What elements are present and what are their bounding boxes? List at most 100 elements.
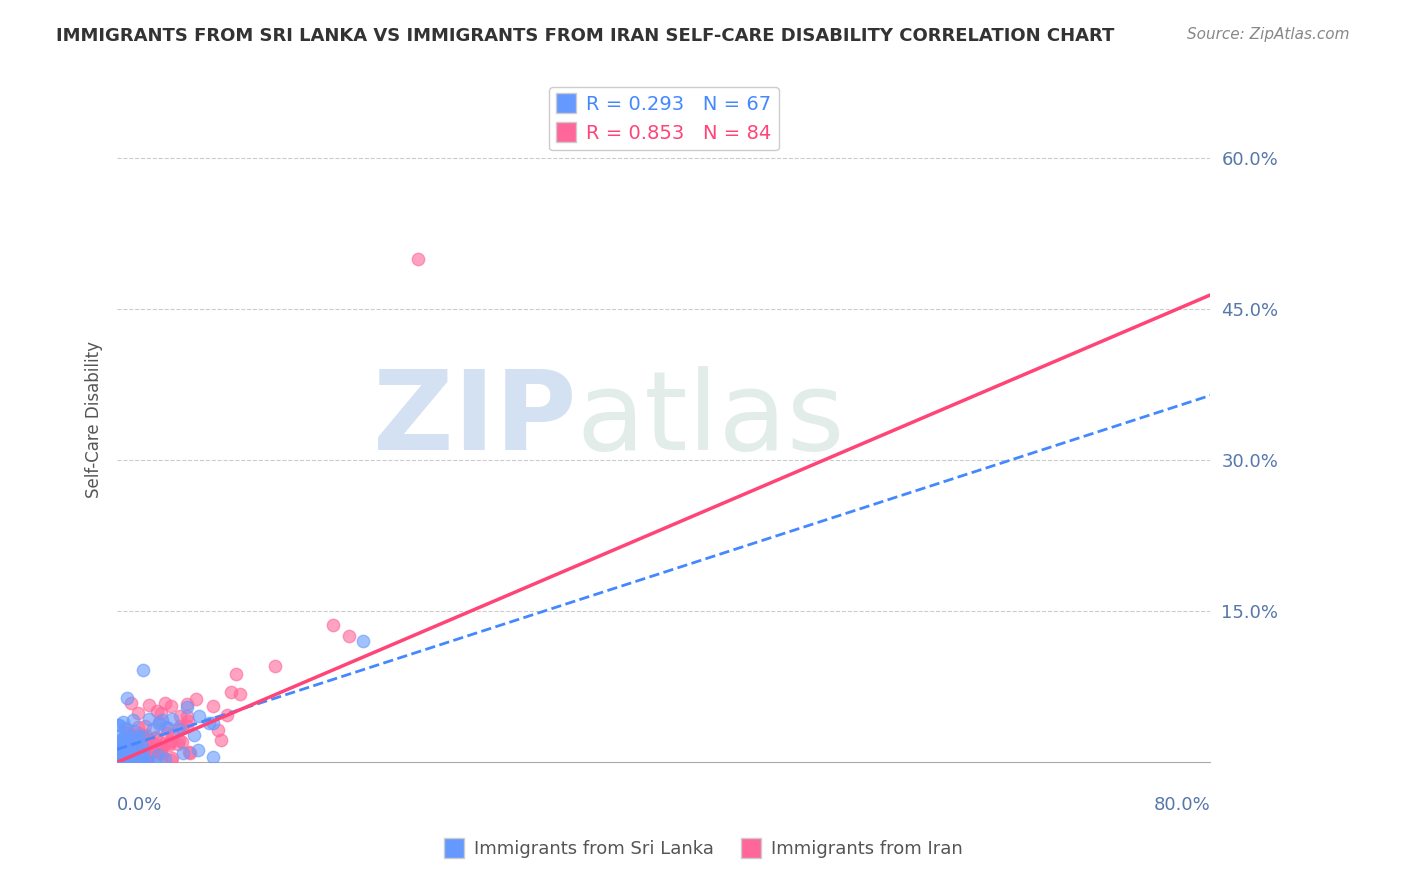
Point: [125, 742, 148, 756]
Point: [228, 686, 250, 700]
Point: [406, 252, 429, 266]
Point: [142, 735, 165, 749]
Point: [337, 629, 360, 643]
Point: [160, 750, 183, 764]
Point: [150, 748, 173, 763]
Point: [125, 747, 148, 761]
Point: [176, 697, 198, 711]
Point: [120, 696, 142, 710]
Point: [110, 750, 132, 764]
Point: [108, 747, 131, 761]
Point: [132, 745, 155, 759]
Point: [160, 712, 183, 726]
Point: [188, 709, 211, 723]
Point: [160, 734, 183, 748]
Point: [131, 729, 153, 743]
Point: [135, 754, 157, 768]
Point: [117, 733, 139, 747]
Point: [159, 698, 181, 713]
Point: [127, 706, 149, 720]
Point: [134, 719, 156, 733]
Point: [157, 738, 180, 752]
Point: [136, 755, 159, 769]
Point: [111, 755, 134, 769]
Point: [187, 742, 209, 756]
Point: [131, 748, 153, 763]
Point: [118, 739, 141, 753]
Point: [135, 729, 157, 743]
Point: [152, 737, 174, 751]
Text: ZIP: ZIP: [373, 367, 576, 474]
Point: [225, 667, 247, 681]
Point: [115, 722, 138, 736]
Point: [176, 714, 198, 728]
Point: [217, 708, 239, 723]
Text: 0.0%: 0.0%: [117, 797, 163, 814]
Point: [122, 724, 145, 739]
Point: [142, 723, 165, 737]
Text: IMMIGRANTS FROM SRI LANKA VS IMMIGRANTS FROM IRAN SELF-CARE DISABILITY CORRELATI: IMMIGRANTS FROM SRI LANKA VS IMMIGRANTS …: [56, 27, 1115, 45]
Point: [125, 732, 148, 747]
Point: [136, 755, 159, 769]
Point: [118, 752, 141, 766]
Point: [176, 699, 198, 714]
Point: [127, 720, 149, 734]
Point: [115, 746, 138, 760]
Point: [107, 749, 129, 764]
Point: [111, 740, 134, 755]
Point: [115, 728, 138, 742]
Point: [150, 744, 173, 758]
Point: [150, 706, 173, 721]
Point: [177, 746, 200, 760]
Point: [149, 746, 172, 760]
Point: [184, 692, 207, 706]
Text: Source: ZipAtlas.com: Source: ZipAtlas.com: [1187, 27, 1350, 42]
Point: [201, 716, 224, 731]
Point: [111, 751, 134, 765]
Point: [121, 741, 143, 756]
Text: atlas: atlas: [576, 367, 845, 474]
Point: [110, 742, 132, 756]
Point: [172, 721, 194, 735]
Point: [155, 696, 177, 710]
Point: [150, 713, 173, 727]
Point: [136, 732, 159, 747]
Point: [132, 742, 155, 756]
Point: [128, 725, 150, 739]
Point: [111, 749, 134, 764]
Point: [167, 722, 190, 736]
Point: [134, 747, 156, 761]
Point: [112, 735, 135, 749]
Point: [169, 719, 191, 733]
Point: [108, 755, 131, 769]
Point: [166, 737, 188, 751]
Point: [264, 659, 287, 673]
Legend: R = 0.293   N = 67, R = 0.853   N = 84: R = 0.293 N = 67, R = 0.853 N = 84: [548, 87, 779, 151]
Point: [107, 749, 129, 764]
Point: [125, 749, 148, 764]
Point: [128, 755, 150, 769]
Point: [129, 751, 152, 765]
Y-axis label: Self-Care Disability: Self-Care Disability: [86, 342, 103, 499]
Point: [148, 742, 170, 756]
Point: [112, 714, 135, 729]
Point: [120, 745, 142, 759]
Point: [112, 731, 135, 745]
Point: [127, 740, 149, 755]
Legend: Immigrants from Sri Lanka, Immigrants from Iran: Immigrants from Sri Lanka, Immigrants fr…: [436, 833, 970, 865]
Point: [170, 735, 193, 749]
Point: [111, 735, 134, 749]
Point: [111, 743, 134, 757]
Point: [107, 718, 129, 732]
Point: [111, 731, 134, 745]
Point: [115, 747, 138, 761]
Point: [115, 740, 138, 755]
Point: [117, 726, 139, 740]
Point: [176, 719, 198, 733]
Point: [112, 752, 135, 766]
Point: [115, 739, 138, 753]
Point: [148, 717, 170, 731]
Point: [135, 754, 157, 768]
Point: [138, 698, 160, 712]
Point: [108, 717, 131, 731]
